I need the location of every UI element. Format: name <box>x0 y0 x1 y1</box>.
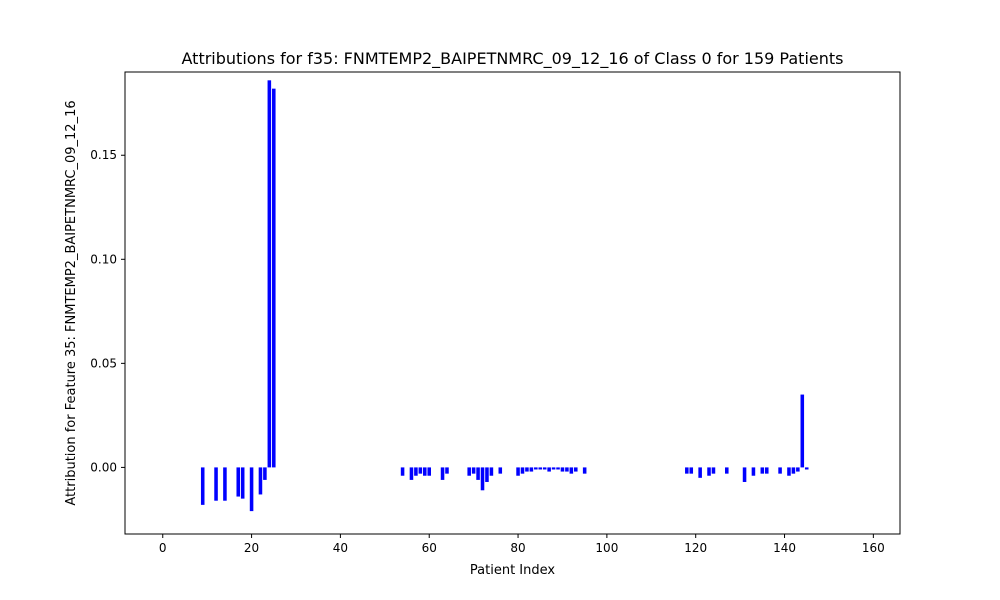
bar-patient-63 <box>440 467 445 480</box>
chart-title: Attributions for f35: FNMTEMP2_BAIPETNMR… <box>182 49 844 69</box>
bar-patient-20 <box>249 467 254 512</box>
x-tick-label: 120 <box>684 541 707 555</box>
bar-patient-76 <box>498 467 503 474</box>
y-tick-label: 0.05 <box>90 356 117 370</box>
bar-patient-70 <box>471 467 476 474</box>
bars-group <box>200 80 809 512</box>
bar-patient-73 <box>485 467 489 482</box>
x-tick-label: 80 <box>510 541 525 555</box>
x-tick-label: 40 <box>333 541 348 555</box>
bar-patient-135 <box>760 467 765 474</box>
bar-patient-14 <box>223 467 227 501</box>
bar-patient-133 <box>751 467 756 476</box>
bar-patient-71 <box>476 467 480 480</box>
bar-patient-91 <box>565 467 569 472</box>
bar-patient-87 <box>547 467 551 472</box>
bar-patient-22 <box>258 467 263 495</box>
bar-patient-54 <box>400 467 405 476</box>
y-tick-label: 0.15 <box>90 148 117 162</box>
bar-patient-56 <box>409 467 414 480</box>
bar-patient-83 <box>529 467 534 472</box>
x-tick-label: 140 <box>773 541 796 555</box>
bar-patient-123 <box>707 467 711 476</box>
bar-patient-88 <box>551 467 556 470</box>
bar-patient-86 <box>542 467 547 470</box>
x-tick-label: 100 <box>595 541 618 555</box>
bar-patient-64 <box>445 467 449 474</box>
bar-patient-118 <box>685 467 689 474</box>
bar-patient-143 <box>796 467 800 472</box>
bar-patient-136 <box>764 467 769 474</box>
bar-patient-85 <box>538 467 543 470</box>
bar-patient-80 <box>516 467 520 476</box>
bar-patient-139 <box>778 467 782 474</box>
bar-patient-119 <box>689 467 694 474</box>
x-tick-label: 160 <box>862 541 885 555</box>
bar-patient-72 <box>480 467 485 491</box>
bar-patient-17 <box>236 467 241 497</box>
bar-patient-124 <box>711 467 716 474</box>
bar-patient-74 <box>489 467 494 476</box>
x-axis-label: Patient Index <box>470 563 555 578</box>
x-tick-label: 0 <box>159 541 167 555</box>
bar-patient-24 <box>267 80 272 468</box>
bar-patient-25 <box>272 88 276 468</box>
bar-patient-60 <box>427 467 431 476</box>
bar-patient-23 <box>263 467 267 480</box>
bar-patient-58 <box>418 467 423 474</box>
bar-patient-89 <box>556 467 560 470</box>
bar-patient-142 <box>791 467 796 474</box>
bar-patient-18 <box>240 467 245 499</box>
bar-patient-82 <box>525 467 529 472</box>
bar-patient-95 <box>582 467 587 474</box>
y-tick-label: 0.10 <box>90 252 117 266</box>
bar-patient-131 <box>742 467 747 482</box>
bar-patient-92 <box>569 467 574 474</box>
bar-patient-9 <box>200 467 205 505</box>
plot-frame <box>124 71 901 535</box>
bar-patient-144 <box>800 394 805 468</box>
x-tick-label: 20 <box>244 541 259 555</box>
bar-patient-57 <box>414 467 418 476</box>
x-tick-label: 60 <box>422 541 437 555</box>
bar-patient-84 <box>534 467 538 470</box>
bar-patient-81 <box>520 467 525 474</box>
bar-patient-69 <box>467 467 471 476</box>
bar-patient-121 <box>698 467 702 478</box>
bar-patient-90 <box>560 467 565 472</box>
bar-patient-59 <box>423 467 427 476</box>
x-axis-ticks: 0 20 40 60 80 100 120 140 160 <box>159 534 885 555</box>
y-tick-label: 0.00 <box>90 460 117 474</box>
bar-patient-12 <box>214 467 218 501</box>
bar-patient-145 <box>804 467 809 470</box>
bar-patient-93 <box>574 467 578 472</box>
bar-patient-141 <box>787 467 791 476</box>
y-axis-label: Attribution for Feature 35: FNMTEMP2_BAI… <box>64 100 79 505</box>
y-axis-ticks: 0.00 0.05 0.10 0.15 <box>90 148 125 474</box>
bar-patient-127 <box>725 467 729 474</box>
